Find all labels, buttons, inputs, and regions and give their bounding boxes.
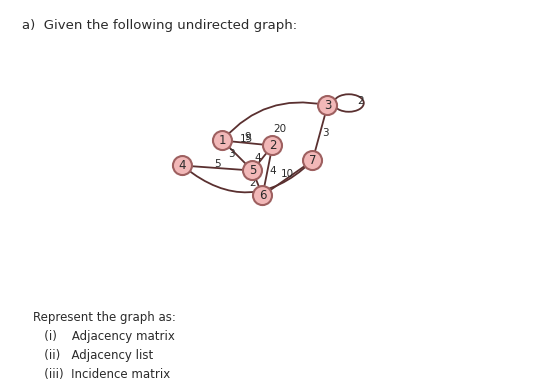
Text: 1: 1 [219, 134, 226, 147]
Text: a)  Given the following undirected graph:: a) Given the following undirected graph: [22, 19, 297, 32]
Circle shape [243, 161, 262, 180]
Circle shape [318, 96, 337, 115]
Text: 5: 5 [249, 164, 256, 177]
Text: (iii)  Incidence matrix: (iii) Incidence matrix [33, 368, 170, 379]
Circle shape [173, 156, 192, 175]
Text: 3: 3 [324, 99, 331, 112]
Text: 15: 15 [240, 134, 253, 144]
Text: 5: 5 [214, 158, 221, 169]
Text: 3: 3 [322, 128, 328, 138]
Text: 6: 6 [259, 189, 267, 202]
Circle shape [263, 136, 282, 155]
Circle shape [303, 151, 322, 170]
Text: 2: 2 [357, 96, 364, 106]
Text: 9: 9 [244, 132, 251, 142]
Text: Represent the graph as:: Represent the graph as: [33, 311, 175, 324]
Text: 4: 4 [270, 166, 276, 175]
Text: (ii)   Adjacency list: (ii) Adjacency list [33, 349, 153, 362]
Circle shape [253, 186, 272, 205]
Text: 4: 4 [254, 153, 261, 163]
Text: 3: 3 [228, 149, 234, 159]
Text: (i)    Adjacency matrix: (i) Adjacency matrix [33, 330, 174, 343]
Text: 2: 2 [249, 178, 256, 188]
Text: 7: 7 [309, 154, 316, 167]
Text: 2: 2 [269, 139, 276, 152]
Circle shape [213, 131, 232, 150]
Text: 4: 4 [179, 159, 186, 172]
Text: 10: 10 [281, 169, 294, 179]
Text: 20: 20 [274, 124, 287, 134]
